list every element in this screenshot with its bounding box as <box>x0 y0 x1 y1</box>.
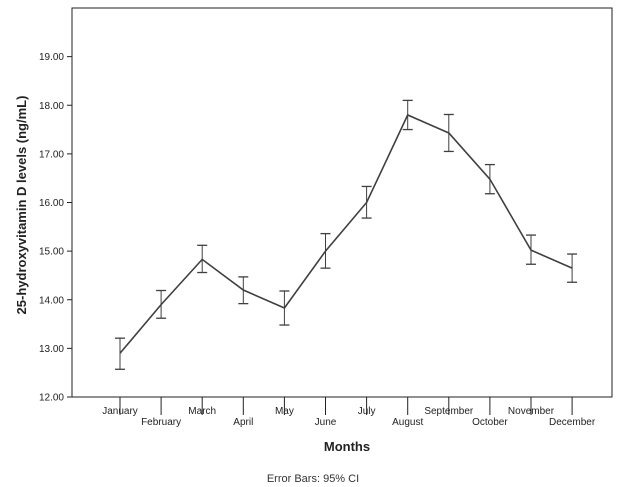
x-tick-label: January <box>102 406 138 417</box>
x-tick-label: December <box>549 417 596 428</box>
x-tick-label: September <box>424 406 474 417</box>
series-line <box>119 113 573 354</box>
y-tick-label: 16.00 <box>39 198 64 209</box>
error-bar <box>115 337 125 370</box>
x-tick-label: October <box>472 417 508 428</box>
error-bars-footnote: Error Bars: 95% CI <box>267 473 359 485</box>
x-tick-label: February <box>141 417 181 428</box>
x-tick-label: November <box>508 406 555 417</box>
x-tick-label: May <box>275 406 294 417</box>
x-tick-label: July <box>358 406 376 417</box>
x-axis-title: Months <box>324 439 370 454</box>
x-tick-label: August <box>392 417 423 428</box>
x-tick-label: April <box>233 417 253 428</box>
y-tick-label: 18.00 <box>39 101 64 112</box>
plot-frame <box>71 7 613 398</box>
y-tick-label: 19.00 <box>39 52 64 63</box>
y-tick-label: 13.00 <box>39 344 64 355</box>
y-axis: 12.00 13.00 14.00 15.00 16.00 17.00 18.00 19.00 <box>39 52 72 404</box>
y-axis-title: 25-hydroxyvitamin D levels (ng/mL) <box>14 96 29 315</box>
x-tick-label: June <box>315 417 337 428</box>
y-tick-label: 17.00 <box>39 149 64 160</box>
y-tick-label: 15.00 <box>39 247 64 258</box>
data-series <box>115 99 578 370</box>
x-tick-label: March <box>188 406 216 417</box>
y-tick-label: 14.00 <box>39 295 64 306</box>
y-tick-label: 12.00 <box>39 393 64 404</box>
